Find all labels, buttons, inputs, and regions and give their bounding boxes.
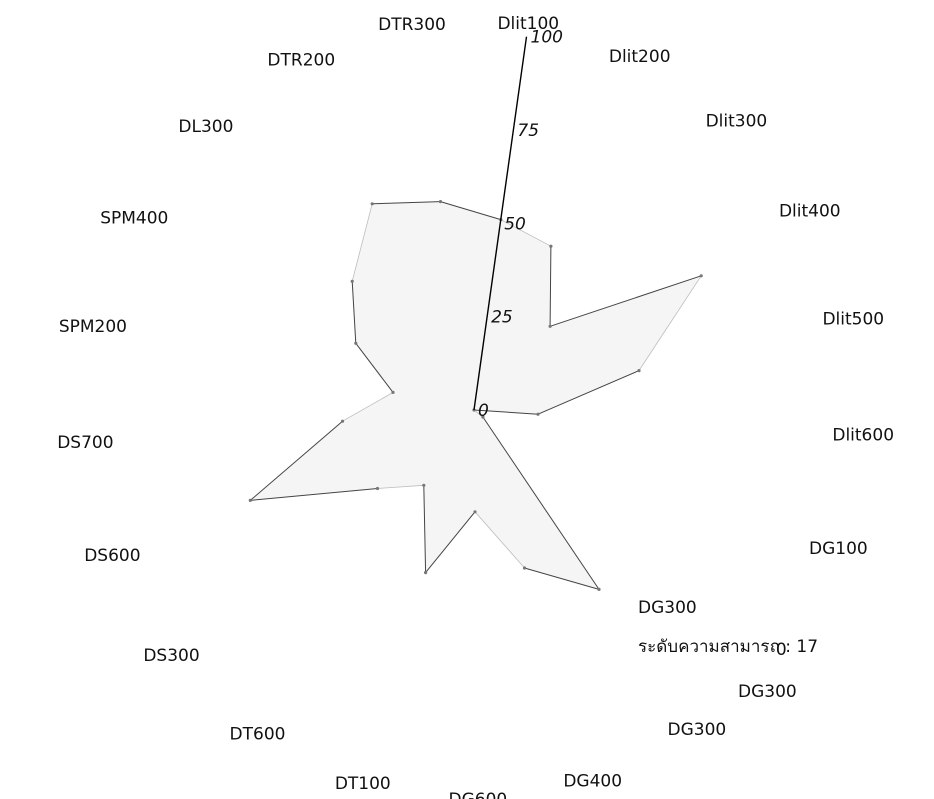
radar-point-dg300[interactable] xyxy=(597,587,601,592)
radar-point-dlit400[interactable] xyxy=(699,274,703,278)
radar-wedge-ds700 xyxy=(342,392,474,422)
radial-axis: 0 25 50 75 100 xyxy=(473,28,563,421)
radar-point-dlit500[interactable] xyxy=(637,369,641,373)
category-label-dlit500: Dlit500 xyxy=(822,309,884,329)
radar-edge-dg400 xyxy=(474,511,525,569)
category-label-ds600: DS600 xyxy=(84,546,140,566)
radar-edge-dlit400 xyxy=(638,275,702,371)
radar-edge-dl300 xyxy=(351,203,373,282)
radar-point-0[interactable] xyxy=(481,415,485,419)
category-label-spm400: SPM400 xyxy=(100,208,168,228)
radar-wedge-dlit300 xyxy=(474,275,702,410)
category-label-dlit100: Dlit100 xyxy=(497,14,559,34)
radar-edge-ds600 xyxy=(249,420,343,501)
radial-tick-label: 100 xyxy=(531,28,563,48)
category-labels: Dlit100 Dlit200 Dlit300 Dlit400 Dlit500 Dlit6… xyxy=(57,14,894,799)
radial-tick-label: 75 xyxy=(517,121,539,141)
radial-axis-line xyxy=(473,36,528,411)
category-label-dlit600: Dlit600 xyxy=(832,425,894,445)
category-label-dg600: DG600 xyxy=(449,790,508,799)
radar-point-dg400[interactable] xyxy=(522,566,527,570)
radar-wedge-dlit400 xyxy=(474,275,702,410)
radar-edge-spm400 xyxy=(351,281,357,344)
category-label-0: 0 xyxy=(776,640,787,660)
radar-wedge-dg400 xyxy=(474,410,525,568)
radar-edge-dlit600 xyxy=(473,409,539,415)
radar-edge-dt100 xyxy=(423,485,427,573)
radar-wedge-dtr300 xyxy=(440,201,501,410)
radar-point-dlit600[interactable] xyxy=(536,412,540,416)
radar-wedge-dl300 xyxy=(352,203,474,410)
radar-wedge-dlit100 xyxy=(474,219,551,410)
radar-edge-ds700 xyxy=(342,392,394,422)
radar-wedge-ds600 xyxy=(250,410,474,501)
radial-tick-label: 0 xyxy=(478,401,489,421)
radar-edge-0 xyxy=(482,416,600,590)
category-label-dg300: DG300 xyxy=(668,720,727,740)
radar-point-dl300[interactable] xyxy=(350,279,354,283)
radial-tick-label: 25 xyxy=(491,308,513,328)
radar-point-ds600[interactable] xyxy=(248,498,252,502)
category-label-dtr300: DTR300 xyxy=(378,15,446,35)
radar-wedge-ds300 xyxy=(250,410,474,501)
category-label-dlit400: Dlit400 xyxy=(779,202,841,222)
radar-point-dlit300[interactable] xyxy=(548,324,552,328)
radar-edge-dlit100 xyxy=(500,219,552,247)
radar-wedge-dtr200 xyxy=(372,201,474,410)
category-label-dl300: DL300 xyxy=(178,117,233,137)
radar-edge-dt600 xyxy=(377,484,424,489)
category-label-dlit200: Dlit200 xyxy=(609,47,671,67)
radar-point-spm400[interactable] xyxy=(354,341,358,345)
category-label-dtr200: DTR200 xyxy=(267,50,335,70)
radar-edge-dlit500 xyxy=(537,370,640,415)
radar-wedge-dg300 xyxy=(474,410,599,590)
category-label-ds300: DS300 xyxy=(143,646,199,666)
radar-edge-dlit200 xyxy=(549,246,552,327)
radar-wedge-dlit200 xyxy=(474,246,551,410)
radar-edge-dtr200 xyxy=(372,201,441,205)
radar-edge-dtr300 xyxy=(440,201,501,221)
radar-point-dt600[interactable] xyxy=(422,483,426,487)
radar-point-dg600[interactable] xyxy=(473,510,477,514)
radar-wedge-dlit500 xyxy=(474,370,639,415)
radar-point-dtr200[interactable] xyxy=(370,202,374,206)
radar-point-dlit200[interactable] xyxy=(549,244,553,248)
category-label-ds700: DS700 xyxy=(57,433,113,453)
radar-edge-ds300 xyxy=(250,488,378,501)
radar-edge-spm200 xyxy=(355,342,394,393)
tooltip-value: ระดับความสามารถ : 17 xyxy=(638,637,818,657)
radar-edge-dg300 xyxy=(524,567,600,590)
category-label-dt100: DT100 xyxy=(335,774,391,794)
category-label-dt600: DT600 xyxy=(230,724,286,744)
radar-edge-dlit300 xyxy=(549,275,702,327)
radar-edge-dg600 xyxy=(425,511,476,573)
radar-point-dtr300[interactable] xyxy=(438,200,443,204)
radar-point-dt100[interactable] xyxy=(424,571,428,575)
radial-tick-label: 50 xyxy=(504,214,526,234)
radar-point-ds300[interactable] xyxy=(375,486,380,491)
radar-wedge-dt100 xyxy=(423,410,474,573)
tooltip-category: DG300 xyxy=(638,598,697,618)
tooltip: DG300 ระดับความสามารถ : 17 DG300 xyxy=(638,598,818,702)
tooltip-echo: DG300 xyxy=(738,682,797,702)
radar-wedge-dg600 xyxy=(425,410,475,573)
radar-point-spm200[interactable] xyxy=(391,390,395,394)
radar-point-ds700[interactable] xyxy=(340,419,345,423)
radar-edge-dg100 xyxy=(473,409,484,418)
category-label-dg100: DG100 xyxy=(809,539,868,559)
category-label-dg400: DG400 xyxy=(563,772,622,792)
radar-area-layer xyxy=(248,200,703,592)
category-label-spm200: SPM200 xyxy=(59,317,127,337)
category-label-dlit300: Dlit300 xyxy=(706,112,768,132)
